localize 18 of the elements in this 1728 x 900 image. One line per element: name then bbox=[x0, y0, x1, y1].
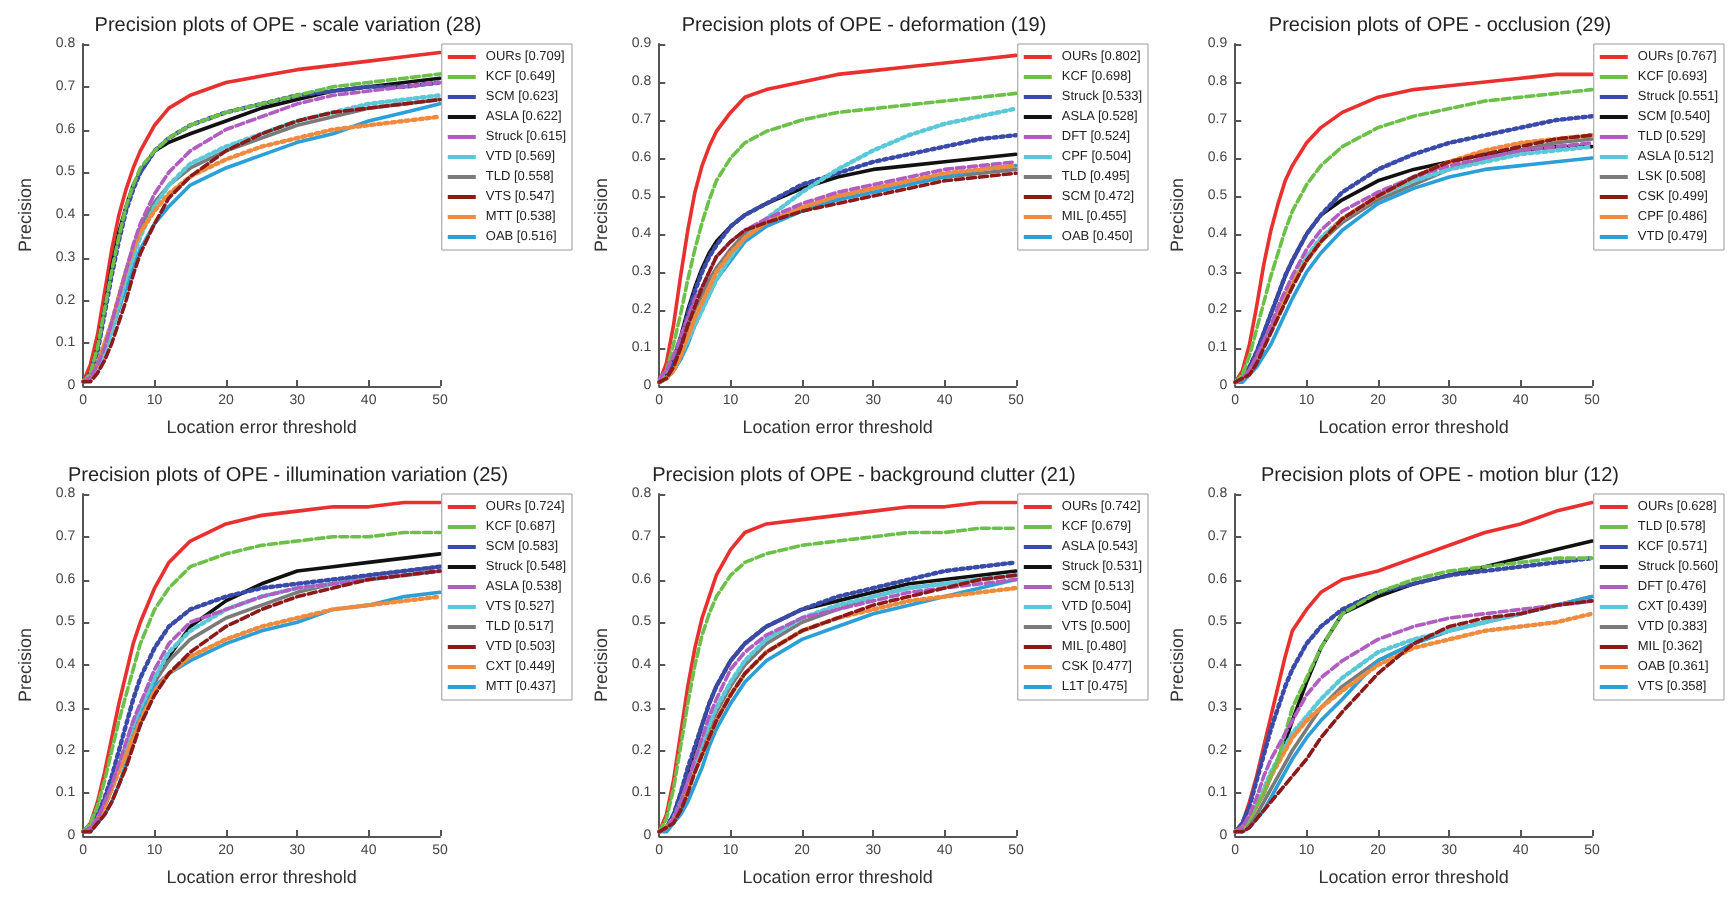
chart-title: Precision plots of OPE - illumination variation (25) bbox=[67, 465, 509, 487]
x-axis-title: Location error threshold bbox=[1318, 867, 1509, 887]
x-axis-title: Location error threshold bbox=[742, 417, 933, 437]
y-axis-title: Precision bbox=[15, 627, 35, 703]
x-axis-title: Location error threshold bbox=[742, 867, 933, 887]
y-axis-title: Precision bbox=[15, 177, 35, 253]
chart-title: Precision plots of OPE - background clutter (21) bbox=[652, 465, 1076, 487]
y-axis-title: Precision bbox=[1167, 177, 1187, 253]
x-axis-title: Location error threshold bbox=[166, 867, 357, 887]
y-axis-title: Precision bbox=[1167, 627, 1187, 703]
chart-title: Precision plots of OPE - motion blur (12) bbox=[1261, 465, 1619, 487]
chart-title: Precision plots of OPE - occlusion (29) bbox=[1268, 15, 1612, 37]
x-axis-title: Location error threshold bbox=[166, 417, 357, 437]
y-axis-title: Precision bbox=[591, 627, 611, 703]
chart-title: Precision plots of OPE - deformation (19) bbox=[681, 15, 1047, 37]
chart-title: Precision plots of OPE - scale variation (28) bbox=[94, 15, 482, 37]
x-axis-title: Location error threshold bbox=[1318, 417, 1509, 437]
y-axis-title: Precision bbox=[591, 177, 611, 253]
